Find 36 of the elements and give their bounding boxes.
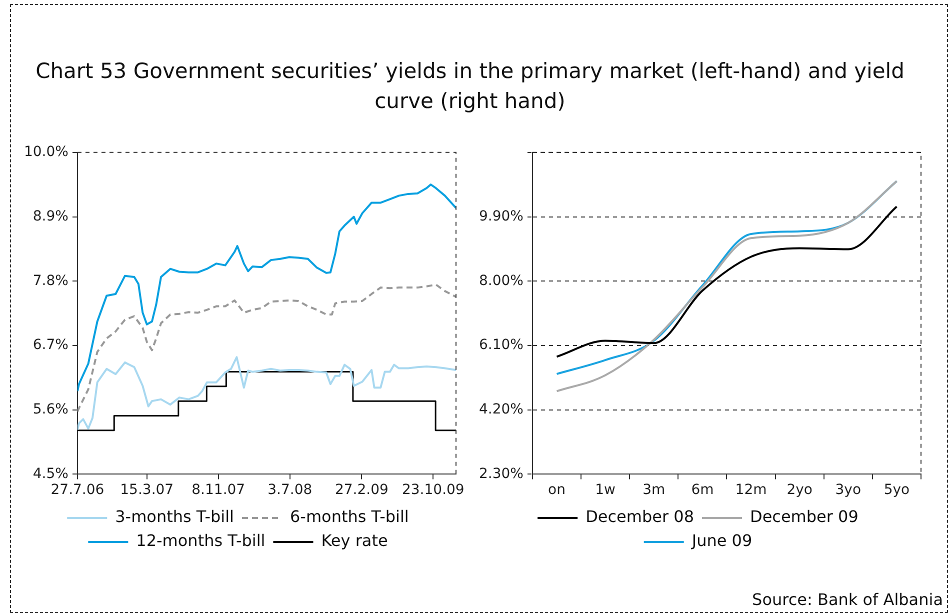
x-tick-label: 27.2.09 — [334, 482, 388, 498]
legend-label: Key rate — [321, 531, 388, 550]
y-tick-label: 4.5% — [32, 466, 68, 482]
x-tick-label: 23.10.09 — [402, 482, 464, 498]
y-tick-label: 8.9% — [32, 208, 68, 224]
chart-title: Chart 53 Government securities’ yields in the primary market (left-hand) and yield curve (right hand) — [34, 58, 906, 115]
y-tick-label: 6.7% — [32, 337, 68, 354]
x-tick-label: 12m — [735, 482, 767, 498]
y-tick-label: 6.10% — [478, 337, 524, 354]
x-tick-label: 1w — [595, 482, 616, 498]
x-tick-label: 3yo — [835, 482, 862, 498]
y-tick-label: 8.00% — [478, 272, 524, 289]
line-series — [77, 284, 456, 413]
x-tick-label: 3m — [642, 482, 666, 498]
line-series — [556, 206, 898, 358]
x-tick-label: 5yo — [884, 482, 910, 498]
y-tick-label: 4.20% — [478, 401, 524, 418]
y-tick-label: 7.8% — [32, 272, 68, 289]
y-tick-label: 10.0% — [24, 144, 68, 160]
x-tick-label: 2yo — [786, 482, 812, 498]
legend-label: December 09 — [750, 507, 858, 526]
source-note: Source: Bank of Albania — [752, 590, 943, 609]
legend-label: June 09 — [690, 531, 752, 550]
legend-label: 3-months T-bill — [115, 507, 234, 526]
y-tick-label: 2.30% — [478, 466, 524, 482]
y-tick-label: 9.90% — [478, 208, 524, 224]
x-tick-label: on — [548, 482, 566, 498]
x-tick-label: 15.3.07 — [120, 482, 174, 498]
x-tick-label: 6m — [691, 482, 714, 498]
legend-label: December 08 — [586, 507, 694, 526]
y-tick-label: 5.6% — [32, 401, 68, 418]
x-tick-label: 3.7.08 — [268, 482, 312, 498]
x-tick-label: 27.7.06 — [50, 482, 104, 498]
x-tick-label: 8.11.07 — [192, 482, 246, 498]
legend-label: 6-months T-bill — [290, 507, 409, 526]
legend-label: 12-months T-bill — [136, 531, 266, 550]
